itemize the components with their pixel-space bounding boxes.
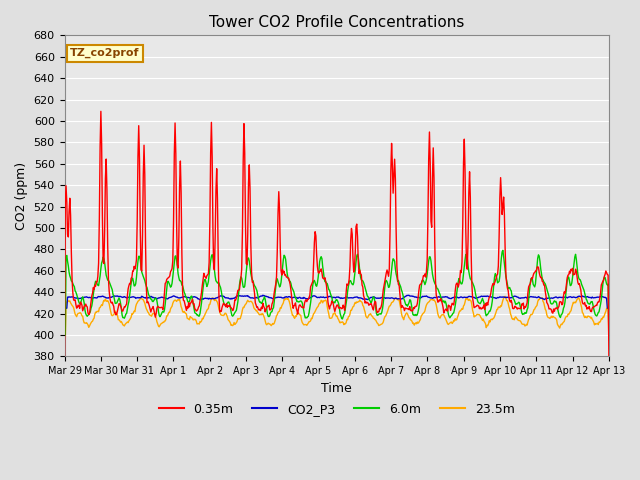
0.35m bbox=[605, 353, 612, 359]
23.5m bbox=[182, 311, 189, 316]
0.35m bbox=[211, 233, 219, 239]
Title: Tower CO2 Profile Concentrations: Tower CO2 Profile Concentrations bbox=[209, 15, 465, 30]
6.0m bbox=[211, 268, 218, 274]
0.35m bbox=[127, 276, 135, 281]
23.5m bbox=[501, 294, 509, 300]
23.5m bbox=[61, 337, 68, 343]
0.35m bbox=[404, 306, 412, 312]
CO2_P3 bbox=[605, 305, 612, 311]
Line: 0.35m: 0.35m bbox=[65, 111, 609, 356]
0.35m bbox=[61, 353, 68, 359]
23.5m bbox=[127, 316, 134, 322]
23.5m bbox=[70, 308, 78, 314]
23.5m bbox=[419, 311, 426, 317]
Legend: 0.35m, CO2_P3, 6.0m, 23.5m: 0.35m, CO2_P3, 6.0m, 23.5m bbox=[154, 398, 520, 420]
CO2_P3 bbox=[182, 294, 189, 300]
CO2_P3 bbox=[259, 292, 267, 298]
Text: TZ_co2prof: TZ_co2prof bbox=[70, 48, 140, 59]
6.0m bbox=[419, 277, 426, 283]
6.0m bbox=[182, 294, 189, 300]
Line: 6.0m: 6.0m bbox=[65, 251, 609, 335]
0.35m bbox=[97, 108, 105, 114]
X-axis label: Time: Time bbox=[321, 382, 352, 395]
CO2_P3 bbox=[70, 295, 78, 300]
23.5m bbox=[403, 310, 411, 316]
CO2_P3 bbox=[61, 305, 68, 311]
23.5m bbox=[211, 298, 218, 303]
0.35m bbox=[182, 308, 190, 313]
0.35m bbox=[420, 273, 428, 278]
CO2_P3 bbox=[127, 295, 134, 300]
6.0m bbox=[499, 248, 507, 253]
CO2_P3 bbox=[420, 294, 428, 300]
6.0m bbox=[127, 286, 134, 292]
6.0m bbox=[61, 332, 68, 338]
CO2_P3 bbox=[211, 296, 218, 301]
Y-axis label: CO2 (ppm): CO2 (ppm) bbox=[15, 162, 28, 230]
0.35m bbox=[70, 297, 78, 303]
6.0m bbox=[403, 302, 411, 308]
23.5m bbox=[605, 337, 612, 343]
Line: 23.5m: 23.5m bbox=[65, 297, 609, 340]
CO2_P3 bbox=[404, 292, 412, 298]
6.0m bbox=[70, 284, 78, 289]
6.0m bbox=[605, 332, 612, 338]
Line: CO2_P3: CO2_P3 bbox=[65, 295, 609, 308]
